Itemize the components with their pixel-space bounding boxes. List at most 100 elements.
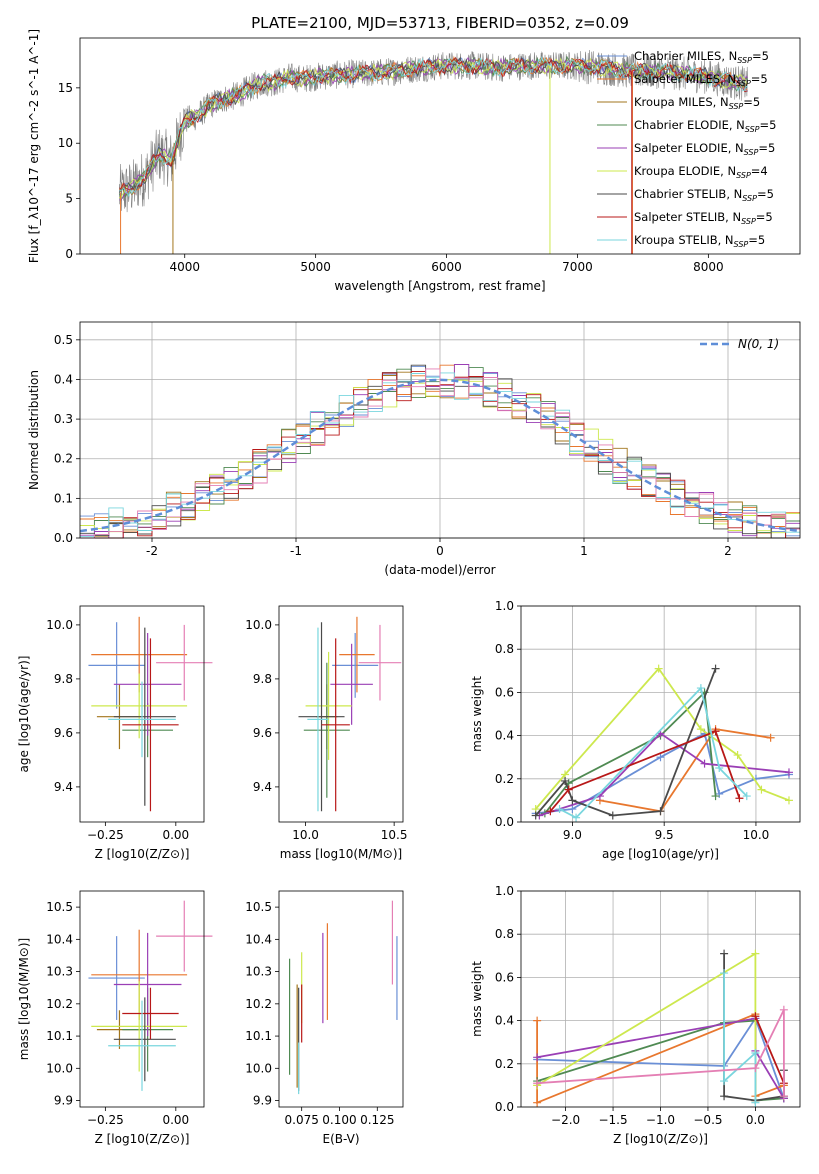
legend-label: Salpeter STELIB xyxy=(634,210,725,224)
y-tick-label: 10 xyxy=(58,136,73,150)
legend-label: Kroupa MILES xyxy=(634,95,713,109)
y-tick-label: 0.6 xyxy=(495,970,514,984)
legend-nssp-subscript: SSP xyxy=(736,79,751,88)
x-tick-label: −2.0 xyxy=(551,1113,580,1127)
weight-point xyxy=(779,1005,788,1014)
legend-nssp-value: =5 xyxy=(760,118,777,132)
x-tick-label: −1.5 xyxy=(598,1113,627,1127)
x-tick-label: 10.5 xyxy=(381,828,408,842)
y-tick-label: 10.3 xyxy=(245,965,272,979)
y-tick-label: 1.0 xyxy=(495,599,514,613)
legend-entry: N(0, 1) xyxy=(738,337,779,351)
legend-nssp-prefix: , N xyxy=(720,72,736,86)
axes-frame xyxy=(79,321,801,539)
y-tick-label: 15 xyxy=(58,81,73,95)
y-axis-label: mass [log10(M/M⊙)] xyxy=(17,938,31,1060)
legend-nssp-value: =4 xyxy=(751,164,768,178)
weight-point xyxy=(735,794,744,803)
x-tick-label: 0 xyxy=(436,544,444,558)
weight-point xyxy=(715,789,724,798)
x-tick-label: 10.0 xyxy=(743,828,770,842)
legend-entry: Chabrier STELIB, NSSP=5 xyxy=(634,187,774,203)
axes-frame xyxy=(79,890,205,1108)
x-tick-label: 10.0 xyxy=(292,828,319,842)
residuals-plot-area xyxy=(79,364,801,539)
legend-entry: Kroupa MILES, NSSP=5 xyxy=(634,95,760,111)
legend-entry: Kroupa ELODIE, NSSP=4 xyxy=(634,164,768,180)
y-tick-label: 0.0 xyxy=(495,815,514,829)
y-tick-label: 0.2 xyxy=(54,452,73,466)
y-tick-label: 0.2 xyxy=(495,1057,514,1071)
weight-point xyxy=(700,759,709,768)
legend-label: Kroupa ELODIE xyxy=(634,164,720,178)
weight-point xyxy=(720,1092,729,1101)
weight-point xyxy=(533,1079,542,1088)
y-tick-label: 10.1 xyxy=(245,1029,272,1043)
legend-nssp-prefix: , N xyxy=(725,210,741,224)
x-tick-label: 0.00 xyxy=(162,828,189,842)
legend-label: Salpeter ELODIE xyxy=(634,141,728,155)
y-tick-label: 10.5 xyxy=(46,900,73,914)
weight-point xyxy=(568,796,577,805)
weight-point xyxy=(555,805,564,814)
axes-frame xyxy=(278,890,404,1108)
weight-point xyxy=(711,664,720,673)
weight-point xyxy=(711,727,720,736)
weight-point xyxy=(733,751,742,760)
x-tick-label: −1.0 xyxy=(646,1113,675,1127)
legend-nssp-value: =5 xyxy=(748,233,765,247)
axes-frame xyxy=(520,605,801,823)
weight-point xyxy=(568,805,577,814)
y-tick-label: 1.0 xyxy=(495,884,514,898)
spectrum-plot-area xyxy=(118,49,749,254)
legend-entry: Salpeter STELIB, NSSP=5 xyxy=(634,210,773,226)
weight-point xyxy=(715,764,724,772)
y-tick-label: 0.4 xyxy=(495,729,514,743)
weight-age-plot-area xyxy=(531,664,793,822)
legend-entry: Salpeter ELODIE, NSSP=5 xyxy=(634,141,775,157)
residual-histogram xyxy=(80,371,800,539)
weight-z-axes: −2.0 −1.5 −1.0 −0.5 0.0 0.0 0.2 0.4 0.6 0.8 1.0 Z [… xyxy=(470,884,801,1146)
x-tick-label: 0.100 xyxy=(322,1113,356,1127)
legend-nssp-subscript: SSP xyxy=(736,171,751,180)
y-tick-label: 0.3 xyxy=(54,412,73,426)
legend-nssp-value: =5 xyxy=(758,141,775,155)
weight-point xyxy=(720,1077,729,1086)
y-tick-label: 9.9 xyxy=(54,1094,73,1108)
y-tick-label: 10.0 xyxy=(245,618,272,632)
legend-nssp-prefix: , N xyxy=(713,95,729,109)
legend-nssp-subscript: SSP xyxy=(742,194,757,203)
legend-entry: Salpeter MILES, NSSP=5 xyxy=(634,72,768,88)
legend-nssp-prefix: , N xyxy=(720,164,736,178)
y-axis-label: Flux [f_λ10^-17 erg cm^-2 s^-1 A^-1] xyxy=(27,29,41,263)
x-axis-label: Z [log10(Z/Z⊙)] xyxy=(95,847,190,861)
weight-line xyxy=(559,686,748,819)
legend-label: Salpeter MILES xyxy=(634,72,720,86)
y-tick-label: 10.4 xyxy=(245,932,272,946)
y-tick-label: 9.6 xyxy=(54,726,73,740)
ebv-mass-panel: 0.075 0.100 0.125 9.9 10.0 10.1 10.2 10.3 10.4 10… xyxy=(245,890,404,1146)
mass-age-panel: 10.0 10.5 9.4 9.6 9.8 10.0 mass [log10(M/M⊙)] xyxy=(245,605,408,861)
legend-nssp-prefix: , N xyxy=(721,49,737,63)
legend-nssp-value: =5 xyxy=(743,95,760,109)
weight-point xyxy=(784,768,793,777)
legend-nssp-value: =5 xyxy=(757,187,774,201)
weight-point xyxy=(531,811,540,820)
axes-frame xyxy=(79,37,801,255)
x-axis-label: E(B-V) xyxy=(322,1132,359,1146)
legend-nssp-prefix: , N xyxy=(728,141,744,155)
ebv-mass-plot-area xyxy=(288,900,398,1095)
weight-point xyxy=(696,684,705,693)
y-tick-label: 10.0 xyxy=(46,1061,73,1075)
x-axis-label: age [log10(age/yr)] xyxy=(602,847,719,861)
x-tick-label: 4000 xyxy=(169,260,200,274)
weight-point xyxy=(751,949,760,958)
weight-z-plot-area xyxy=(533,949,788,1107)
x-tick-label: 7000 xyxy=(562,260,593,274)
legend-nssp-subscript: SSP xyxy=(741,217,756,226)
legend-nssp-subscript: SSP xyxy=(729,102,744,111)
weight-line xyxy=(723,973,757,1103)
y-tick-label: 0 xyxy=(65,247,73,261)
